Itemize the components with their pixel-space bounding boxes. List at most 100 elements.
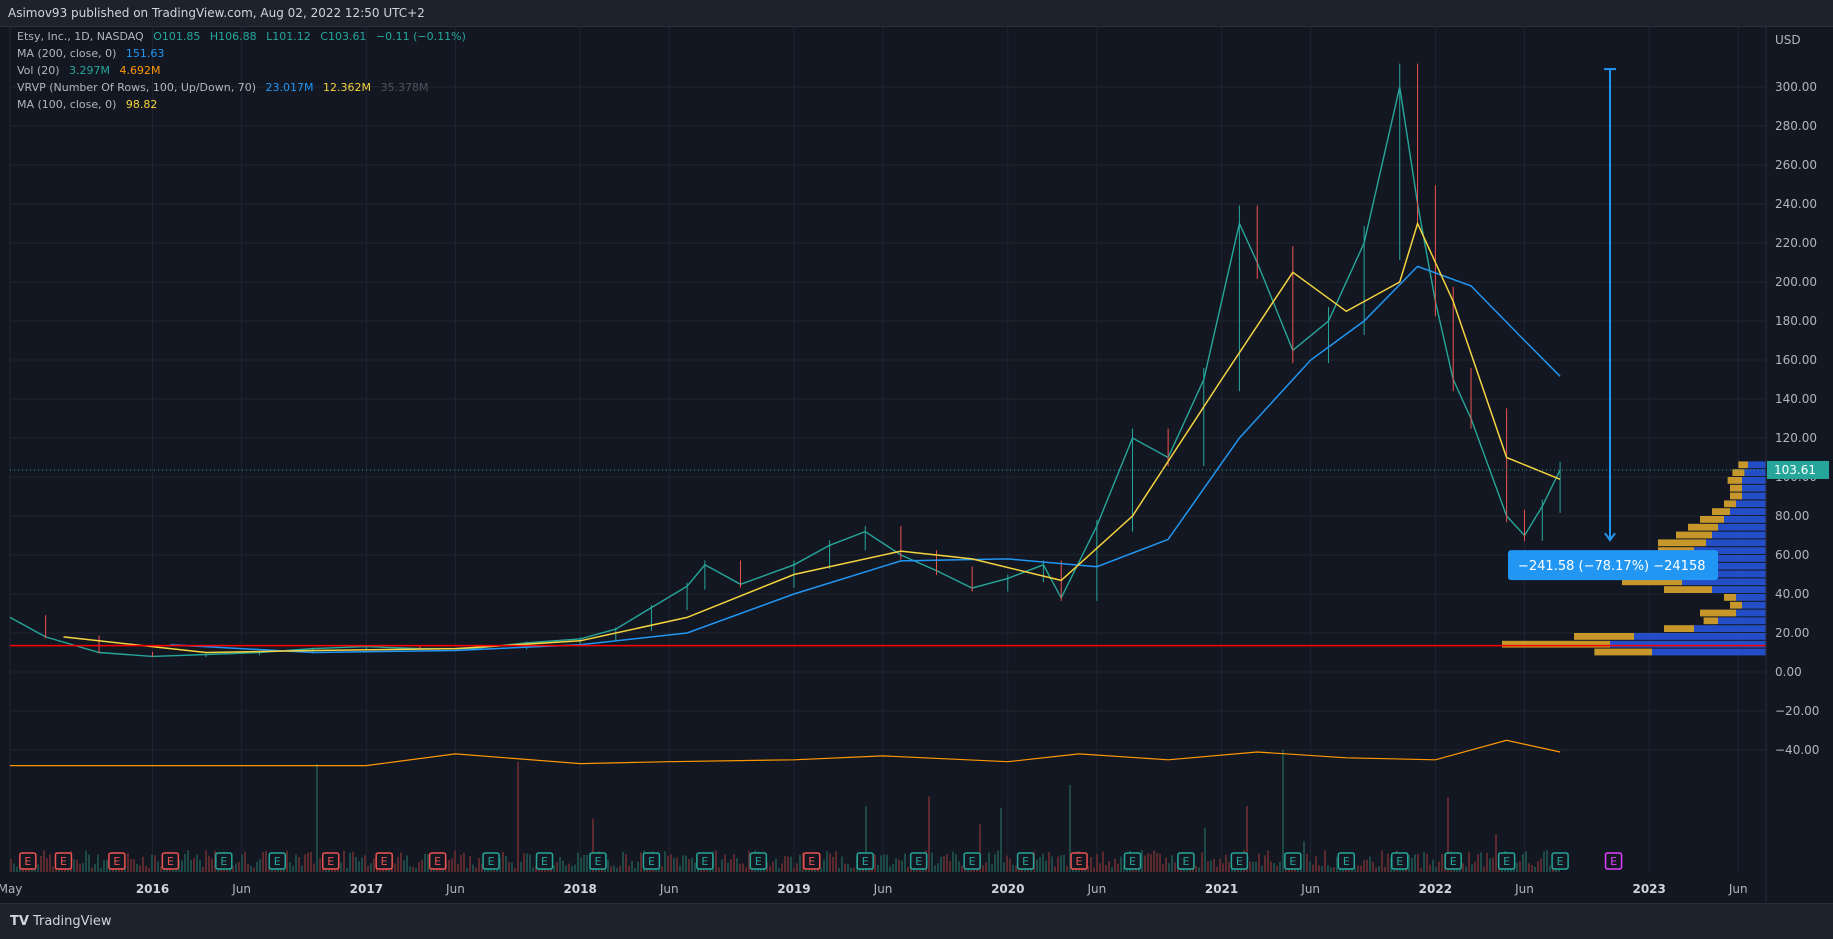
volume-profile-down-bar	[1700, 609, 1736, 617]
legend-volume-row[interactable]: Vol (20) 3.297M 4.692M	[17, 64, 167, 77]
volume-bar	[73, 859, 75, 872]
volume-bar	[847, 864, 849, 872]
volume-bar	[49, 854, 51, 872]
volume-bar	[1168, 863, 1170, 872]
volume-bar	[1198, 867, 1200, 872]
volume-bar	[1282, 749, 1284, 872]
volume-bar	[1090, 857, 1092, 872]
volume-bar	[772, 861, 774, 872]
price-chart[interactable]: May 2016 Jun 2017 Jun 2018 Jun 2019 Jun 2020 Jun 20…	[0, 27, 1833, 903]
volume-bar	[1543, 851, 1545, 872]
earnings-marker-label: E	[1503, 855, 1510, 868]
volume-bar	[892, 864, 894, 872]
time-axis-label: 2018	[563, 882, 596, 896]
volume-bar	[877, 864, 879, 872]
volume-bar	[745, 867, 747, 872]
volume-bar	[724, 854, 726, 872]
volume-bar	[1108, 861, 1110, 872]
volume-bar	[523, 853, 525, 872]
volume-bar	[151, 854, 153, 872]
volume-bar	[364, 855, 366, 872]
tradingview-logo[interactable]: TV TradingView	[10, 914, 111, 929]
volume-bar	[511, 862, 513, 872]
volume-bar	[829, 853, 831, 872]
volume-bar	[424, 853, 426, 872]
volume-bar	[1216, 866, 1218, 872]
volume-bar	[631, 860, 633, 872]
price-tick-label: 300.00	[1775, 80, 1817, 94]
volume-bar	[133, 859, 135, 872]
earnings-marker-label: E	[594, 855, 601, 868]
price-axis-currency: USD	[1775, 33, 1801, 47]
volume-bar	[886, 854, 888, 872]
volume-bar	[91, 867, 93, 872]
volume-bar	[535, 865, 537, 872]
earnings-marker	[803, 852, 821, 870]
price-tick-label: 160.00	[1775, 353, 1817, 367]
volume-bar	[1051, 856, 1053, 872]
volume-profile-up-bar	[1744, 469, 1766, 476]
volume-bar	[616, 867, 618, 872]
volume-bar	[1009, 858, 1011, 872]
volume-bar	[139, 865, 141, 872]
volume-bar	[1474, 861, 1476, 872]
volume-bar	[1489, 858, 1491, 872]
volume-bar	[1060, 855, 1062, 872]
volume-bar	[715, 850, 717, 872]
volume-bar	[1141, 850, 1143, 872]
volume-bar	[1312, 864, 1314, 872]
volume-bar	[1210, 860, 1212, 872]
volume-bar	[1147, 853, 1149, 872]
volume-bar	[769, 866, 771, 872]
legend-vrvp-down: 12.362M	[323, 81, 371, 94]
volume-bar	[727, 862, 729, 872]
volume-bar	[1330, 867, 1332, 872]
volume-bar	[1468, 851, 1470, 872]
volume-bar	[472, 864, 474, 872]
volume-bar	[454, 850, 456, 872]
volume-bar	[790, 856, 792, 872]
earnings-marker-label: E	[1450, 855, 1457, 868]
legend-vrvp-row[interactable]: VRVP (Number Of Rows, 100, Up/Down, 70) …	[17, 81, 434, 94]
earnings-marker	[696, 852, 714, 870]
volume-bar	[373, 858, 375, 872]
volume-profile-down-bar	[1724, 500, 1736, 508]
volume-bar	[301, 865, 303, 872]
volume-bar	[670, 854, 672, 872]
volume-bar	[1258, 853, 1260, 872]
volume-bar	[1495, 834, 1497, 872]
volume-bar	[103, 860, 105, 872]
volume-profile-up-bar	[1736, 594, 1766, 601]
volume-bar	[1522, 853, 1524, 872]
volume-bar	[1045, 860, 1047, 872]
time-axis-label: Jun	[1514, 882, 1534, 896]
volume-bar	[736, 858, 738, 872]
price-tick-label: 60.00	[1775, 548, 1809, 562]
volume-bar	[553, 865, 555, 872]
volume-bar	[79, 863, 81, 872]
volume-bar	[1483, 866, 1485, 872]
series-lines	[9, 63, 1766, 767]
volume-bar	[256, 861, 258, 872]
legend-ma100-row[interactable]: MA (100, close, 0) 98.82	[17, 98, 163, 111]
volume-bar	[13, 863, 15, 872]
legend-ma200-row[interactable]: MA (200, close, 0) 151.63	[17, 47, 170, 60]
price-tick-label: 260.00	[1775, 158, 1817, 172]
volume-bar	[940, 856, 942, 872]
volume-bar	[823, 859, 825, 872]
volume-bar	[157, 861, 159, 872]
volume-bar	[1249, 861, 1251, 872]
volume-bar	[499, 857, 501, 872]
volume-bar	[985, 862, 987, 872]
volume-bar	[85, 850, 87, 872]
time-axis-label: 2023	[1632, 882, 1665, 896]
volume-bar	[994, 854, 996, 872]
volume-bar	[1414, 854, 1416, 872]
earnings-marker	[1444, 852, 1462, 870]
volume-bar	[1516, 862, 1518, 872]
time-axis-label: Jun	[1086, 882, 1106, 896]
volume-profile-down-bar	[1700, 516, 1724, 523]
volume-bar	[304, 854, 306, 872]
volume-bar	[802, 852, 804, 872]
volume-bar	[355, 856, 357, 872]
